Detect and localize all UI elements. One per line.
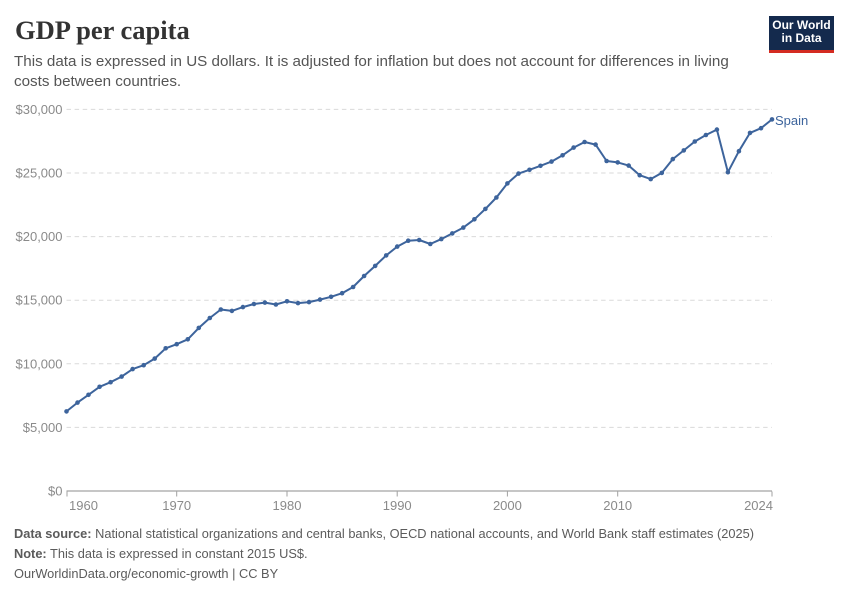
svg-text:1980: 1980	[273, 498, 302, 513]
svg-text:2000: 2000	[493, 498, 522, 513]
svg-text:$25,000: $25,000	[16, 166, 63, 181]
svg-text:$0: $0	[48, 484, 62, 499]
svg-text:1960: 1960	[69, 498, 98, 513]
svg-text:$5,000: $5,000	[23, 420, 63, 435]
svg-text:$10,000: $10,000	[16, 356, 63, 371]
svg-text:2010: 2010	[603, 498, 632, 513]
svg-text:2024: 2024	[744, 498, 773, 513]
svg-text:Spain: Spain	[775, 113, 808, 128]
svg-text:$15,000: $15,000	[16, 293, 63, 308]
svg-text:1990: 1990	[383, 498, 412, 513]
svg-text:$20,000: $20,000	[16, 229, 63, 244]
svg-text:1970: 1970	[162, 498, 191, 513]
svg-text:$30,000: $30,000	[16, 102, 63, 117]
